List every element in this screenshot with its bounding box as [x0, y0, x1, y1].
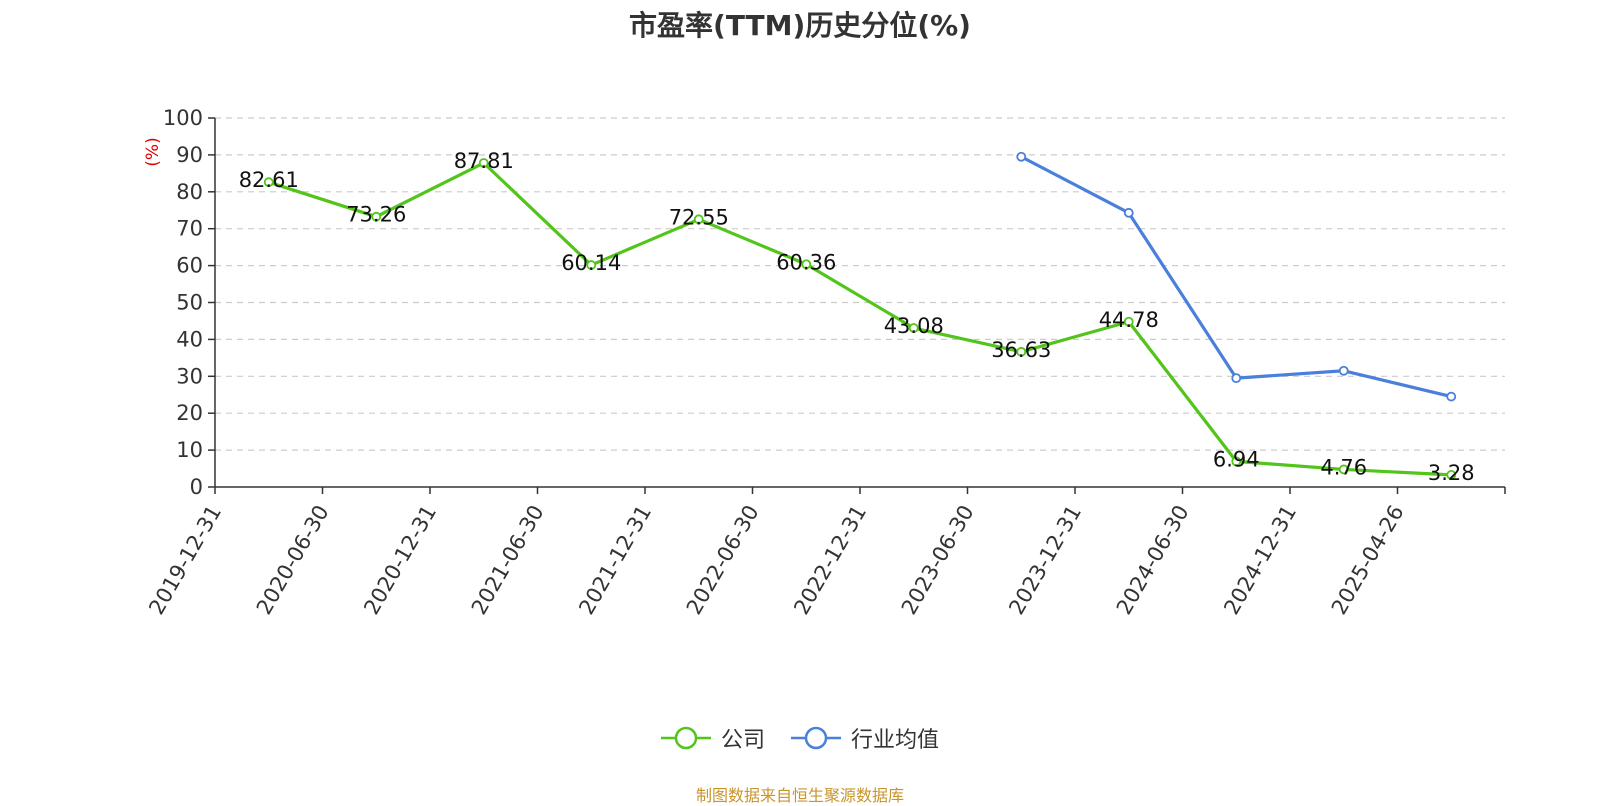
data-label: 60.14: [561, 251, 621, 275]
data-point: [908, 323, 919, 333]
y-tick-label: 0: [190, 475, 203, 499]
grid-lines: [215, 117, 1505, 451]
data-point: [1016, 151, 1027, 162]
x-tick-label: 2025-04-26: [1327, 501, 1409, 619]
x-tick-label: 2024-06-30: [1112, 501, 1194, 619]
data-label: 43.08: [884, 314, 944, 338]
x-tick-label: 2021-12-31: [574, 501, 656, 619]
data-label: 82.61: [239, 168, 299, 192]
data-point: [263, 177, 274, 188]
x-tick-label: 2020-12-31: [359, 501, 441, 619]
data-point: [478, 158, 489, 168]
legend-marker-icon: [660, 726, 711, 750]
y-tick-label: 80: [176, 180, 203, 204]
data-label: 36.63: [991, 338, 1051, 362]
data-label: 73.26: [346, 203, 406, 227]
axes: 0 10 20 30 40 50 60 70 80 90 100(%) 2019-12-31 2020-…: [143, 106, 1506, 619]
y-tick-label: 50: [176, 291, 203, 315]
x-tick-label: 2022-12-31: [789, 501, 871, 619]
x-tick-label: 2022-06-30: [682, 501, 764, 619]
data-point: [371, 211, 382, 222]
data-label: 6.94: [1213, 447, 1260, 471]
x-tick-label: 2019-12-31: [144, 501, 226, 619]
series-lines: [263, 151, 1457, 480]
data-point: [1338, 464, 1349, 475]
y-tick-label: 20: [176, 401, 203, 425]
data-point: [1338, 365, 1349, 376]
data-point: [586, 260, 597, 270]
x-tick-label: 2024-12-31: [1219, 501, 1301, 619]
data-point: [1446, 391, 1457, 402]
y-tick-label: 40: [176, 327, 203, 351]
legend-item[interactable]: 公司: [660, 722, 765, 754]
data-label: 3.28: [1428, 461, 1475, 485]
legend-label: 行业均值: [851, 728, 940, 753]
legend-marker-icon: [791, 726, 841, 750]
data-point: [1231, 373, 1242, 384]
x-tick-label: 2020-06-30: [252, 501, 334, 619]
y-tick-label: 60: [176, 254, 203, 278]
data-label: 4.76: [1320, 455, 1367, 479]
data-point: [1231, 456, 1242, 467]
y-tick-label: 70: [176, 217, 203, 241]
data-label: 44.78: [1099, 308, 1159, 332]
source-note: 制图数据来自恒生聚源数据库: [695, 786, 904, 805]
data-point: [1123, 316, 1134, 327]
legend-item[interactable]: 行业均值: [791, 722, 939, 754]
data-label: 60.36: [776, 250, 836, 274]
data-point: [801, 259, 812, 270]
x-tick-label: 2023-12-31: [1004, 501, 1086, 619]
y-tick-label: 90: [176, 143, 203, 167]
data-label: 72.55: [669, 205, 729, 229]
data-point: [1016, 346, 1027, 357]
data-label: 87.81: [454, 149, 514, 173]
x-tick-label: 2021-06-30: [467, 501, 549, 619]
data-point: [1123, 207, 1134, 218]
y-axis-label: (%): [143, 137, 163, 166]
data-point: [1446, 469, 1457, 480]
y-tick-label: 10: [176, 438, 203, 462]
series-line: [268, 161, 1452, 477]
series-line: [1020, 155, 1452, 399]
data-point: [693, 214, 704, 225]
x-tick-label: 2023-06-30: [897, 501, 979, 619]
legend: 公司 行业均值: [0, 722, 1600, 754]
y-tick-label: 100: [163, 106, 203, 130]
chart-title: 市盈率(TTM)历史分位(%): [629, 9, 971, 42]
legend-label: 公司: [720, 728, 765, 753]
data-labels: 82.61 73.26 87.81 60.14 72.55 60.36 43.08 36.63…: [239, 149, 1475, 485]
y-tick-label: 30: [176, 364, 203, 388]
